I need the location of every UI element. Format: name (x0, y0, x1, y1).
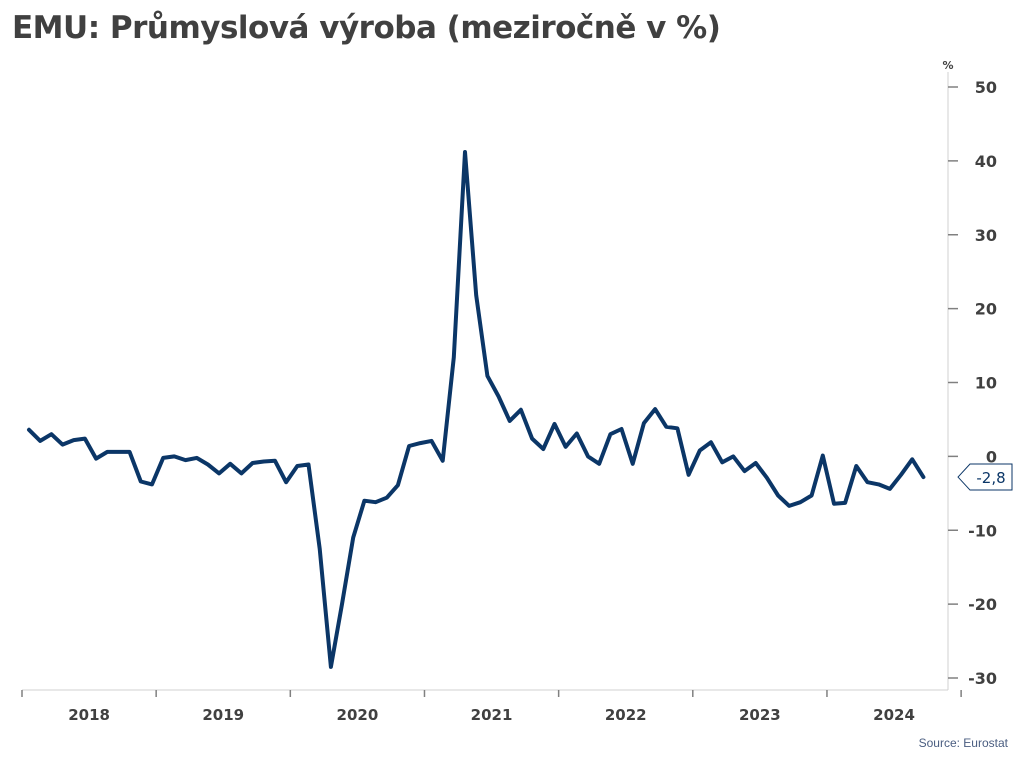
y-tick-label: 10 (975, 374, 997, 393)
chart-title: EMU: Průmyslová výroba (meziročně v %) (12, 10, 721, 46)
y-tick-label: 50 (975, 78, 997, 97)
x-tick-label: 2023 (739, 706, 781, 724)
last-value-callout: -2,8 (957, 463, 1013, 491)
x-tick-label: 2018 (68, 706, 110, 724)
y-tick-label: -20 (968, 595, 997, 614)
y-unit-label: % (942, 59, 953, 72)
series-layer (27, 150, 926, 669)
x-tick-label: 2024 (873, 706, 915, 724)
y-tick-label: 30 (975, 226, 997, 245)
callout-box (957, 463, 1013, 491)
x-tick-label: 2019 (202, 706, 244, 724)
series-line (27, 150, 926, 669)
x-tick-label: 2022 (605, 706, 647, 724)
y-tick-label: -10 (968, 521, 997, 540)
x-tick-label: 2021 (471, 706, 513, 724)
x-axis: 2018 2019 2020 2021 2022 2023 2024 (21, 689, 962, 724)
y-tick-label: 0 (986, 447, 997, 466)
callout-label: -2,8 (976, 469, 1005, 487)
y-tick-label: 40 (975, 152, 997, 171)
y-tick-label: 20 (975, 300, 997, 319)
y-tick-label: -30 (968, 669, 997, 688)
source-note: Source: Eurostat (918, 736, 1008, 750)
x-tick-label: 2020 (337, 706, 379, 724)
y-axis: % 50 40 30 20 10 0 -10 -20 -30 (942, 59, 997, 690)
